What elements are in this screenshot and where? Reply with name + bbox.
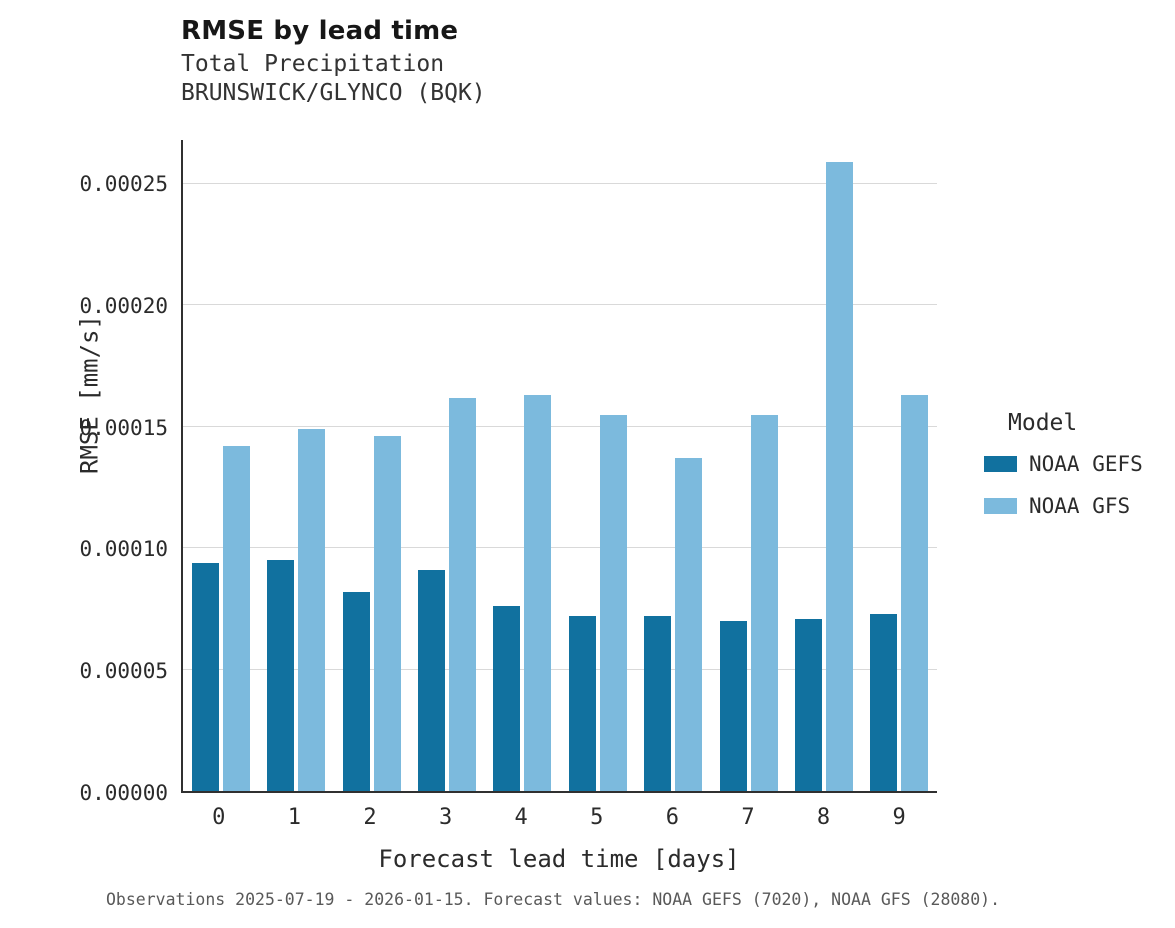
y-tick-label: 0.00010	[79, 537, 168, 562]
x-tick-label-2: 2	[363, 805, 377, 830]
x-tick-label-8: 8	[816, 805, 831, 830]
gridline	[183, 668, 937, 670]
bar-noaa-gefs-day-7	[719, 620, 747, 791]
bar-noaa-gefs-day-3	[417, 569, 445, 791]
bar-noaa-gfs-day-4	[524, 395, 552, 791]
x-tick-label-3: 3	[438, 805, 453, 830]
bar-group-day-4	[485, 140, 560, 791]
x-tick-label-0: 0	[212, 805, 226, 830]
bar-group-day-2	[334, 140, 409, 791]
bar-noaa-gefs-day-0	[191, 562, 219, 791]
chart-title: RMSE by lead time	[181, 16, 459, 46]
legend-title: Model	[1008, 410, 1078, 436]
legend-swatch	[984, 498, 1017, 514]
y-tick-label: 0.00005	[79, 659, 168, 684]
y-tick-label: 0.00020	[79, 293, 168, 318]
legend-label: NOAA GEFS	[1029, 452, 1143, 476]
bar-noaa-gfs-day-8	[825, 161, 853, 791]
x-tick-label-7: 7	[741, 805, 755, 830]
bar-noaa-gefs-day-9	[870, 613, 898, 791]
legend-swatch	[984, 456, 1017, 472]
legend-entry-noaa-gfs: NOAA GFS	[984, 494, 1174, 518]
bar-noaa-gefs-day-6	[644, 616, 672, 791]
y-tick-label: 0.00025	[79, 171, 168, 196]
bar-group-day-5	[560, 140, 635, 791]
plot-area	[181, 140, 937, 793]
gridline	[183, 425, 937, 427]
bar-group-day-0	[183, 140, 258, 791]
x-tick-labels: 0 1 2 3 4 5 6 7 8 9	[181, 805, 937, 830]
x-tick-label-6: 6	[665, 805, 679, 830]
gridline	[183, 547, 937, 549]
chart-subtitle-station: BRUNSWICK/GLYNCO (BQK)	[181, 80, 486, 106]
bar-noaa-gefs-day-5	[568, 616, 596, 791]
x-tick-label-5: 5	[590, 805, 604, 830]
y-tick-label: 0.00015	[79, 415, 168, 440]
bar-group-day-7	[711, 140, 786, 791]
gridline	[183, 182, 937, 184]
bar-group-day-6	[635, 140, 710, 791]
bar-groups	[183, 140, 937, 791]
bar-noaa-gfs-day-5	[599, 414, 627, 791]
caption: Observations 2025-07-19 - 2026-01-15. Fo…	[106, 890, 1001, 909]
bar-noaa-gfs-day-1	[298, 429, 326, 791]
y-tick-labels: 0.00000 0.00005 0.00010 0.00015 0.00020 0.000…	[0, 140, 168, 804]
y-tick-label: 0.00000	[79, 781, 168, 805]
legend-label: NOAA GFS	[1029, 494, 1131, 518]
x-tick-label-1: 1	[287, 805, 302, 830]
x-axis-title: Forecast lead time [days]	[378, 845, 740, 873]
bar-noaa-gefs-day-4	[493, 606, 521, 791]
bar-noaa-gefs-day-1	[267, 560, 295, 791]
bar-noaa-gfs-day-0	[222, 446, 250, 791]
chart-subtitle-variable: Total Precipitation	[181, 51, 445, 77]
bar-noaa-gfs-day-6	[675, 458, 703, 791]
bar-group-day-9	[862, 140, 937, 791]
bar-noaa-gefs-day-2	[342, 591, 370, 791]
bar-group-day-1	[258, 140, 333, 791]
bar-group-day-8	[786, 140, 861, 791]
gridline	[183, 304, 937, 306]
legend-entries: NOAA GEFS NOAA GFS	[984, 452, 1174, 518]
bar-group-day-3	[409, 140, 484, 791]
bar-noaa-gefs-day-8	[794, 618, 822, 791]
bar-noaa-gfs-day-2	[373, 436, 401, 791]
legend: Model NOAA GEFS NOAA GFS	[984, 410, 1174, 536]
bar-noaa-gfs-day-3	[448, 397, 476, 791]
bar-noaa-gfs-day-9	[901, 395, 929, 791]
x-tick-label-9: 9	[892, 805, 906, 830]
x-tick-label-4: 4	[514, 805, 528, 830]
bar-noaa-gfs-day-7	[750, 414, 778, 791]
legend-entry-noaa-gefs: NOAA GEFS	[984, 452, 1174, 476]
